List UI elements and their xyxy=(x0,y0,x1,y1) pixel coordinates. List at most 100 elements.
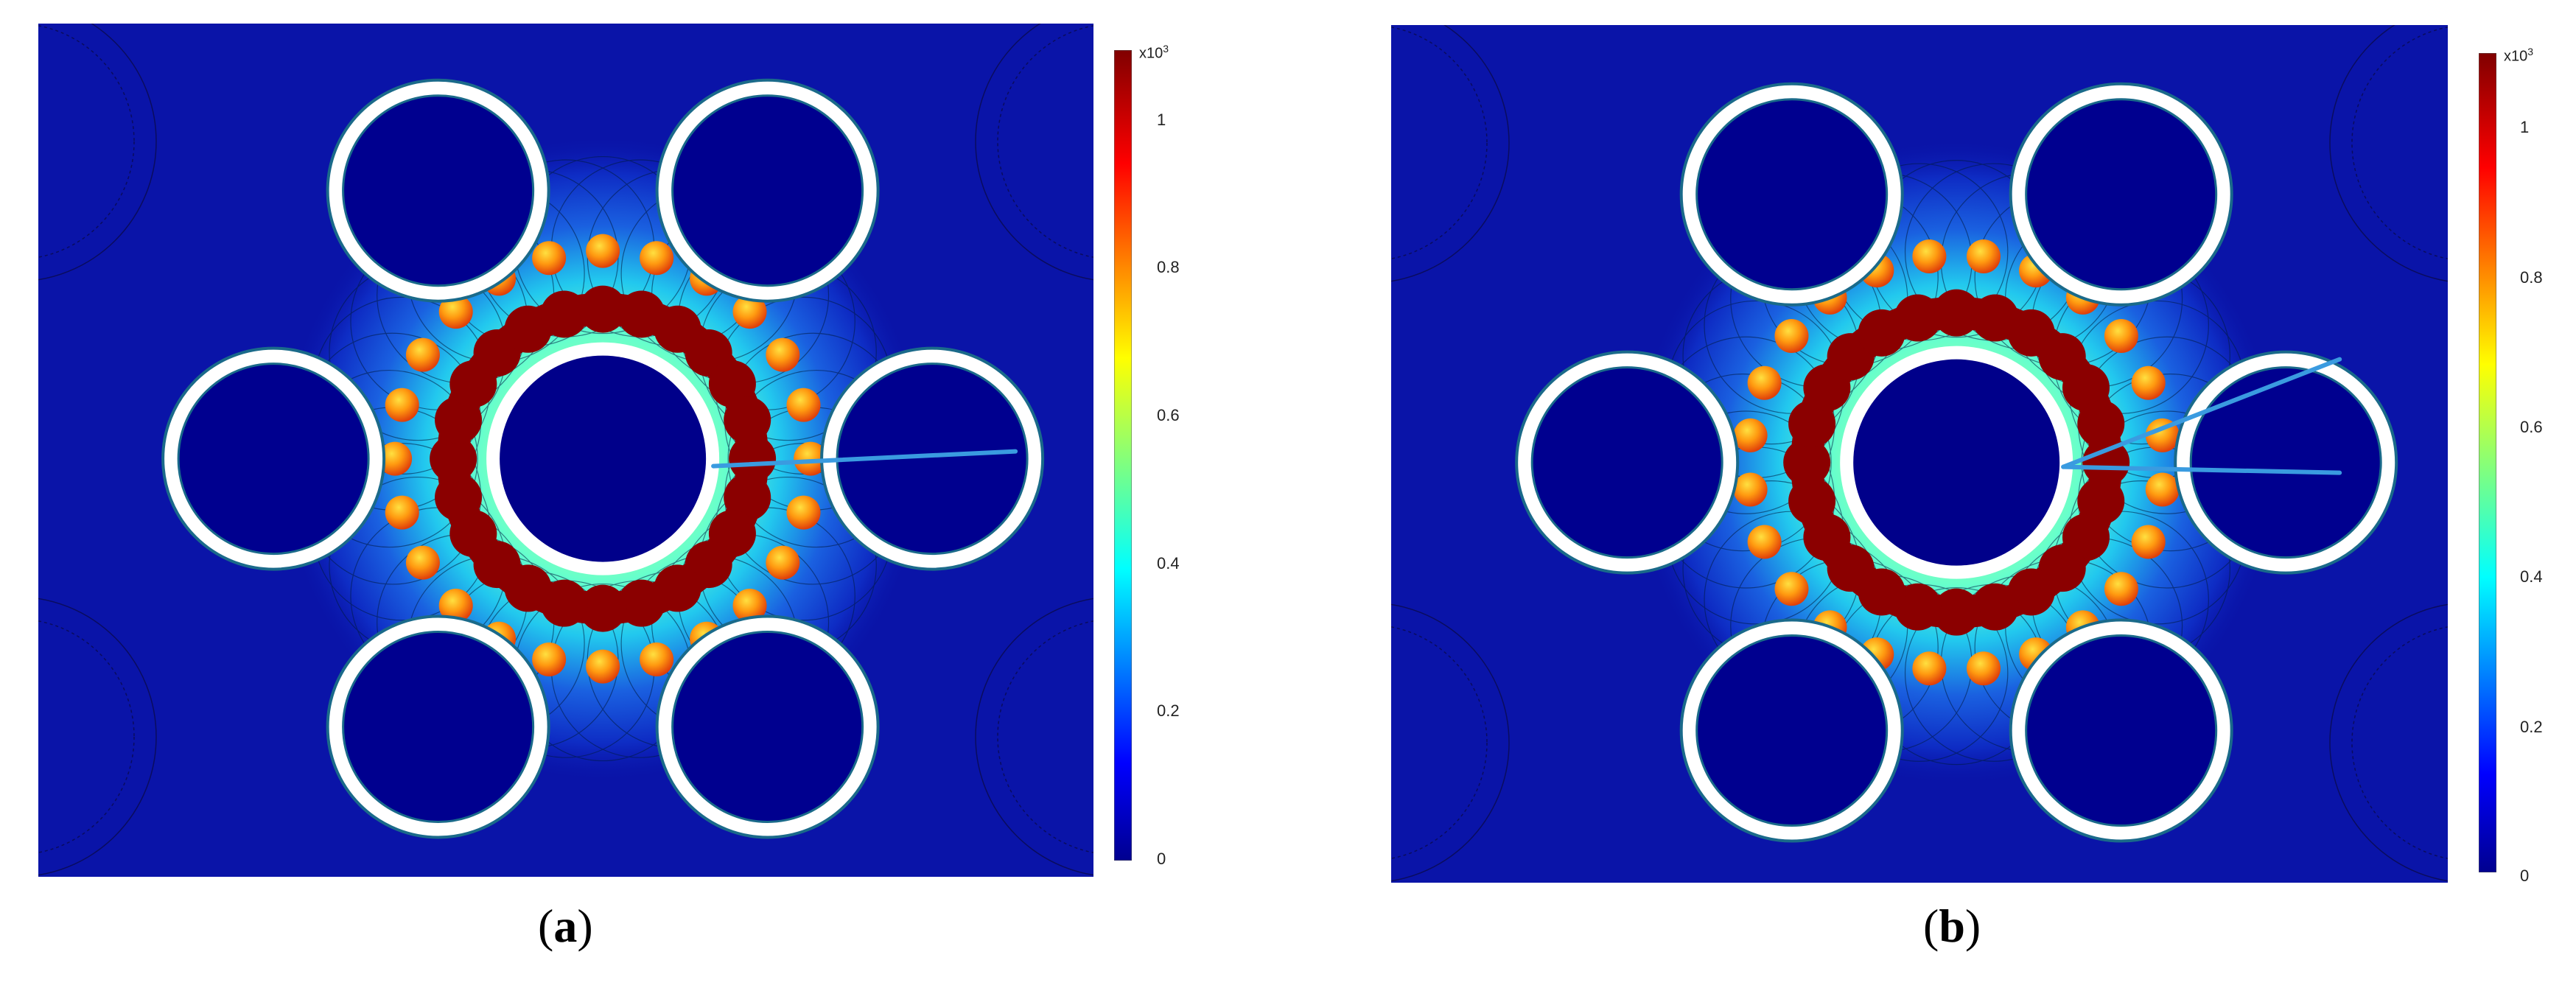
colorbar-tick-label: 1 xyxy=(2520,118,2530,136)
core-ring-circle xyxy=(430,435,477,483)
core-ring-circle xyxy=(449,510,497,558)
outer-ring-circle xyxy=(438,588,473,623)
caption-open-a: ( xyxy=(538,900,554,952)
core-ring-circle xyxy=(1971,583,2019,631)
core-ring-circle xyxy=(724,474,771,522)
colorbar-tick-label: 0.4 xyxy=(1157,554,1180,572)
field-plot-b xyxy=(1391,25,2448,883)
outer-ring-circle xyxy=(1966,651,2001,686)
outer-ring-circle xyxy=(794,441,828,476)
outer-ring-circle xyxy=(766,545,800,580)
outer-ring-circle xyxy=(586,234,620,268)
center-core xyxy=(500,355,707,562)
core-ring-circle xyxy=(540,579,588,627)
core-ring-circle xyxy=(708,360,756,408)
core-ring-circle xyxy=(1803,514,1851,561)
outer-ring-circle xyxy=(766,337,800,372)
colorbar-tick-label: 0.6 xyxy=(1157,406,1180,424)
cladding-tube-core xyxy=(671,94,864,287)
outer-ring-circle xyxy=(640,241,674,276)
outer-ring-circle xyxy=(1912,651,1947,686)
core-ring-circle xyxy=(579,285,627,333)
core-ring-circle xyxy=(1971,294,2019,342)
core-ring-circle xyxy=(2077,400,2125,448)
core-ring-circle xyxy=(1788,400,1836,448)
center-core xyxy=(1853,359,2060,566)
colorbar-unit-base-b: x10 xyxy=(2504,48,2528,65)
core-ring-circle xyxy=(435,474,483,522)
outer-ring-circle xyxy=(1774,572,1809,606)
cladding-tube-core xyxy=(1695,634,1889,827)
colorbar-tick-label: 0 xyxy=(2520,866,2530,885)
edge-circles xyxy=(1391,25,2448,882)
cladding-tube-core xyxy=(177,363,370,556)
outer-ring-circle xyxy=(438,295,473,329)
core-ring-circle xyxy=(435,396,483,444)
outer-ring-circle xyxy=(405,545,440,580)
core-ring-circle xyxy=(2082,438,2130,486)
colorbar-gradient-a xyxy=(1113,49,1133,861)
colorbar-unit-b: x103 xyxy=(2504,46,2533,66)
core-ring-circle xyxy=(2077,477,2125,525)
colorbar-tick-label: 0.8 xyxy=(1157,258,1180,276)
outer-ring-circle xyxy=(1774,318,1809,353)
cladding-tube-core xyxy=(2189,366,2382,559)
core-ring-circle xyxy=(1894,294,1942,342)
cladding-tube-core xyxy=(671,630,864,823)
outer-ring-circle xyxy=(1747,525,1782,559)
panel-a: x103 1 0.8 0.6 0.4 0.2 0 (a) xyxy=(0,0,1253,991)
colorbar-tick-label: 0.6 xyxy=(2520,418,2543,436)
outer-ring-circle xyxy=(532,241,567,276)
core-ring xyxy=(1783,289,2130,636)
core-ring xyxy=(430,285,777,632)
core-ring-circle xyxy=(617,290,665,338)
core-ring-circle xyxy=(540,290,588,338)
outer-ring-circle xyxy=(732,295,767,329)
colorbar-unit-exp-b: 3 xyxy=(2527,46,2534,57)
outer-ring-circle xyxy=(385,495,419,530)
core-ring-circle xyxy=(617,579,665,627)
outer-ring-circle xyxy=(1912,239,1947,274)
caption-a: (a) xyxy=(538,899,593,953)
core-ring-circle xyxy=(504,305,552,353)
colorbar-tick-label: 0.2 xyxy=(2520,718,2543,736)
field-map-svg-a xyxy=(38,24,1093,877)
outer-ring-circle xyxy=(2145,472,2180,507)
probe-lines xyxy=(2061,357,2342,475)
colorbar-tick-label: 0.4 xyxy=(2520,567,2543,586)
field-plot-a xyxy=(38,24,1093,877)
caption-close-b: ) xyxy=(1964,900,1981,952)
colorbar-tick-label: 0.8 xyxy=(2520,268,2543,287)
colorbar-b xyxy=(2478,52,2497,873)
outer-ring-circle xyxy=(1966,239,2001,274)
core-ring-circle xyxy=(654,564,701,612)
core-ring-circle xyxy=(579,584,627,632)
outer-ring-circle xyxy=(1733,472,1768,507)
outer-ring-circle xyxy=(732,588,767,623)
outer-ring-circle xyxy=(1747,365,1782,400)
outer-ring-circle xyxy=(532,642,567,676)
colorbar-tick-label: 0 xyxy=(1157,850,1166,868)
outer-ring-circle xyxy=(405,337,440,372)
core-ring-circle xyxy=(724,396,771,444)
probe-lines xyxy=(711,449,1018,469)
outer-ring-circle xyxy=(2131,365,2166,400)
outer-ring-circle xyxy=(786,495,821,530)
outer-ring-circle xyxy=(586,649,620,684)
caption-letter-a: a xyxy=(553,900,578,952)
cladding-tubes xyxy=(161,78,1045,839)
colorbar-unit-base-a: x10 xyxy=(1139,45,1163,62)
outer-ring-circle xyxy=(786,388,821,422)
cladding-tube-core xyxy=(1695,98,1889,291)
probe-line xyxy=(2061,464,2342,475)
colorbar-tick-label: 1 xyxy=(1157,111,1166,129)
colorbar-unit-exp-a: 3 xyxy=(1163,43,1169,55)
core-ring-circle xyxy=(1783,438,1831,486)
core-ring-circle xyxy=(729,435,777,483)
outer-ring-circle xyxy=(385,388,419,422)
cladding-tube-core xyxy=(342,630,535,823)
field-map-svg-b xyxy=(1391,25,2448,883)
core-ring-circle xyxy=(1933,588,1981,636)
edge-circles xyxy=(38,24,1093,876)
outer-ring-circle xyxy=(378,441,413,476)
